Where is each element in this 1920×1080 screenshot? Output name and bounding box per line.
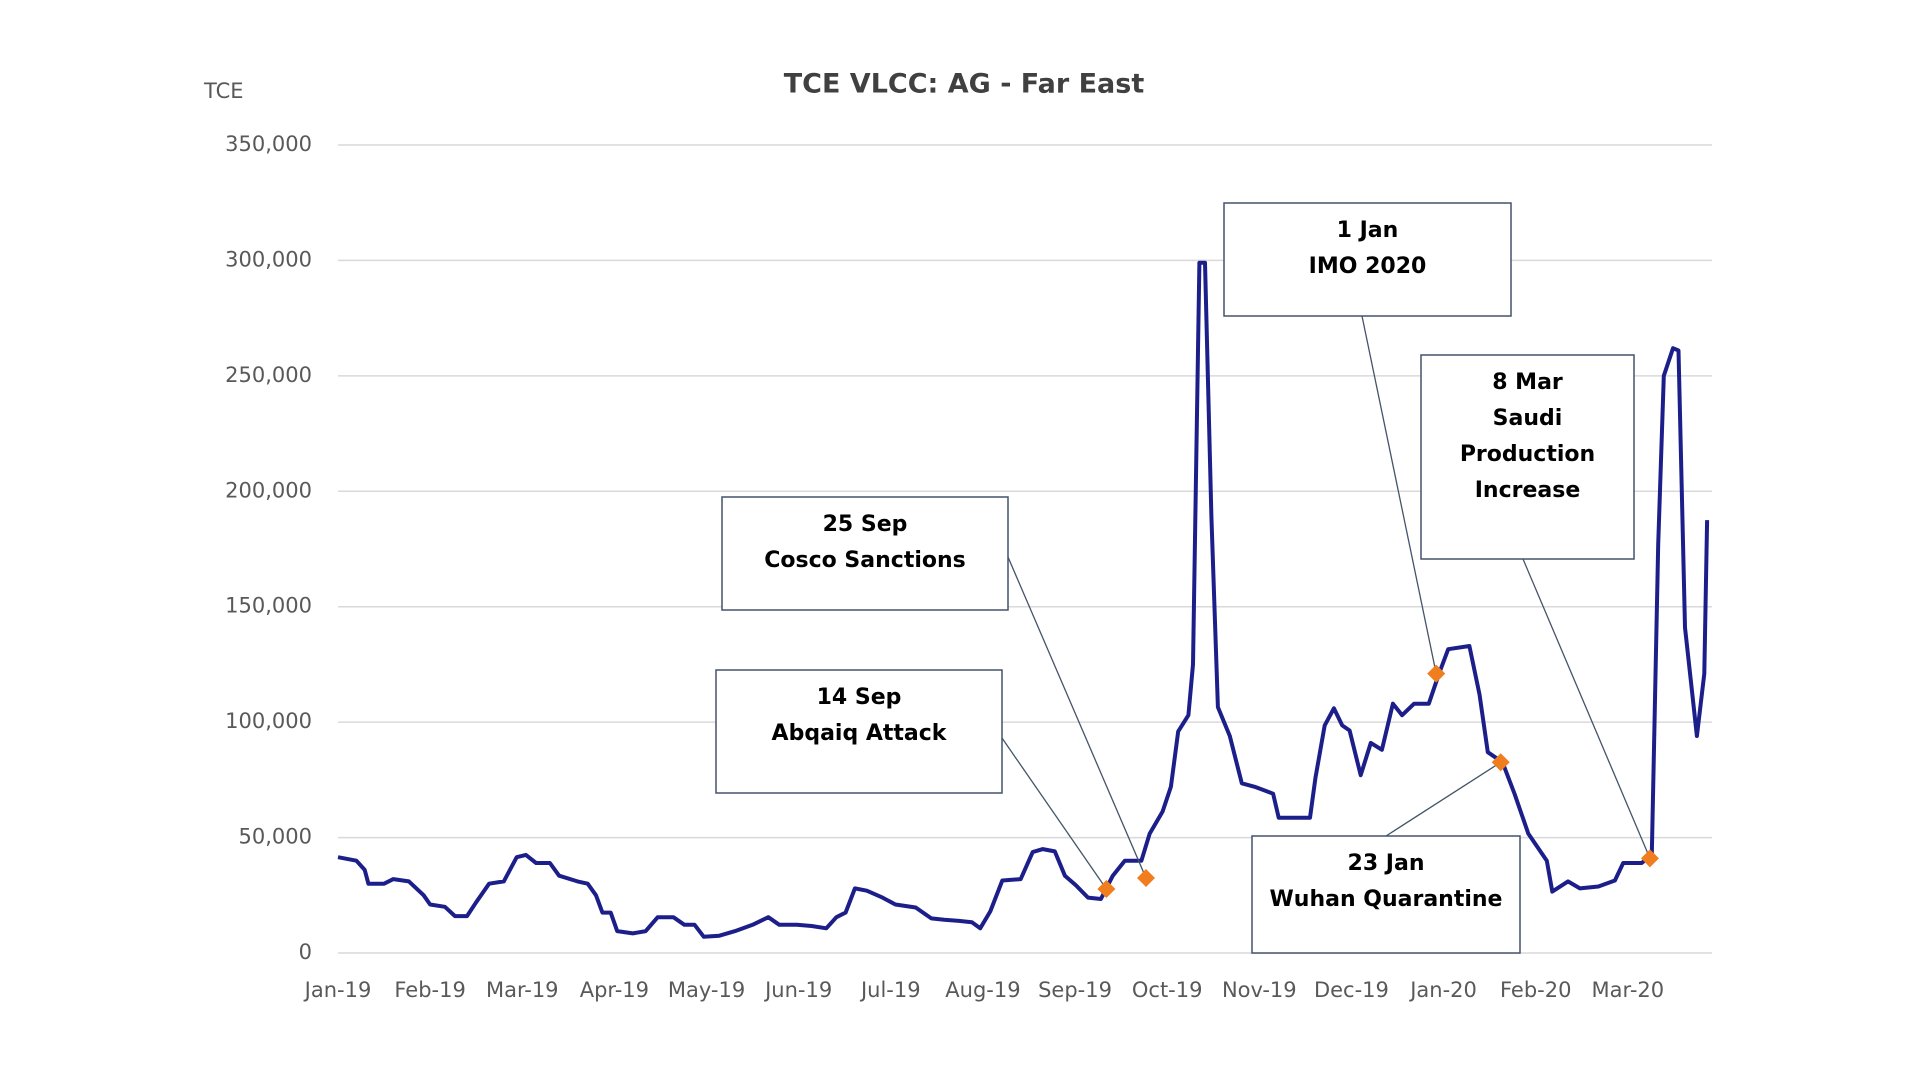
x-tick-label: Dec-19: [1314, 978, 1389, 1002]
x-tick-label: Jul-19: [859, 978, 921, 1002]
event-marker: [1097, 880, 1116, 899]
y-tick-label: 150,000: [225, 594, 312, 618]
annotation-box: [1251, 835, 1521, 954]
x-tick-label: Feb-19: [394, 978, 465, 1002]
annotation-box: [715, 669, 1003, 794]
annotation-text: Saudi: [1493, 406, 1563, 431]
x-tick-label: Jun-19: [763, 978, 832, 1002]
annotation-leader: [1361, 315, 1437, 674]
data-line: [337, 260, 1710, 939]
chart-title: TCE VLCC: AG - Far East: [784, 69, 1145, 100]
annotation-text: 14 Sep: [817, 685, 902, 710]
annotation-leader: [1385, 761, 1502, 837]
event-marker: [1136, 868, 1155, 887]
x-tick-label: Aug-19: [945, 978, 1020, 1002]
annotation-text: Cosco Sanctions: [764, 548, 966, 573]
y-axis-label: TCE: [203, 79, 244, 103]
annotation-text: Wuhan Quarantine: [1270, 887, 1503, 912]
x-tick-label: Mar-19: [486, 978, 559, 1002]
annotation-text: Increase: [1475, 478, 1581, 503]
x-tick-label: May-19: [668, 978, 745, 1002]
annotation-box: [1223, 202, 1512, 317]
annotation-leader: [1522, 558, 1651, 859]
x-tick-label: Sep-19: [1038, 978, 1112, 1002]
y-tick-label: 250,000: [225, 363, 312, 387]
event-marker: [1491, 753, 1510, 772]
annotation-text: 1 Jan: [1337, 218, 1399, 243]
annotation-text: 8 Mar: [1492, 370, 1563, 395]
annotation-leader: [1001, 737, 1107, 890]
x-tick-label: Feb-20: [1500, 978, 1571, 1002]
annotation-text: 25 Sep: [823, 512, 908, 537]
y-tick-label: 50,000: [239, 825, 312, 849]
annotation-text: Abqaiq Attack: [772, 721, 948, 746]
annotation-text: IMO 2020: [1309, 254, 1427, 279]
y-tick-label: 350,000: [225, 132, 312, 156]
x-tick-label: Jan-20: [1408, 978, 1477, 1002]
y-tick-label: 0: [299, 940, 312, 964]
annotation-box: [1420, 354, 1635, 560]
annotation-box: [721, 496, 1009, 611]
x-tick-label: Oct-19: [1132, 978, 1203, 1002]
y-tick-label: 100,000: [225, 709, 312, 733]
event-marker: [1427, 664, 1446, 683]
annotation-leader: [1007, 556, 1147, 879]
x-tick-label: Jan-19: [303, 978, 372, 1002]
y-tick-label: 200,000: [225, 478, 312, 502]
x-tick-label: Apr-19: [580, 978, 649, 1002]
event-marker: [1640, 849, 1659, 868]
x-tick-label: Nov-19: [1222, 978, 1297, 1002]
annotation-text: Production: [1460, 442, 1595, 467]
y-tick-label: 300,000: [225, 247, 312, 271]
annotation-text: 23 Jan: [1348, 851, 1425, 876]
x-tick-label: Mar-20: [1592, 978, 1665, 1002]
